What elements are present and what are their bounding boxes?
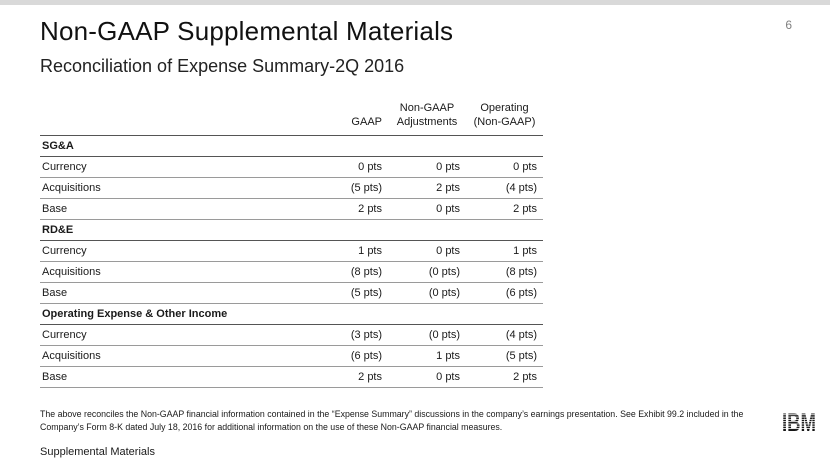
- section-label: Operating Expense & Other Income: [40, 303, 543, 325]
- table-row: Currency (3 pts) (0 pts) (4 pts): [40, 324, 543, 346]
- cell-gaap: 0 pts: [292, 156, 388, 178]
- row-label: Acquisitions: [40, 345, 292, 367]
- row-label: Currency: [40, 324, 292, 346]
- cell-gaap: (5 pts): [292, 177, 388, 199]
- table-row: Currency 0 pts 0 pts 0 pts: [40, 156, 543, 178]
- table-row: Acquisitions (5 pts) 2 pts (4 pts): [40, 177, 543, 199]
- table-row: Base 2 pts 0 pts 2 pts: [40, 198, 543, 220]
- cell-adjustments: 0 pts: [388, 366, 466, 388]
- cell-gaap: 1 pts: [292, 240, 388, 262]
- row-label: Base: [40, 366, 292, 388]
- svg-text:IBM: IBM: [782, 409, 816, 436]
- page-number: 6: [785, 18, 792, 32]
- top-strip: [0, 0, 830, 5]
- cell-adjustments: 0 pts: [388, 198, 466, 220]
- cell-operating: (6 pts): [466, 282, 543, 304]
- footer-label: Supplemental Materials: [40, 446, 155, 458]
- table-row: Base (5 pts) (0 pts) (6 pts): [40, 282, 543, 304]
- col-header-gaap: GAAP: [292, 100, 388, 136]
- col-header-operating-nongaap: Operating (Non-GAAP): [466, 100, 543, 136]
- section-label: RD&E: [40, 219, 543, 241]
- cell-operating: 1 pts: [466, 240, 543, 262]
- cell-gaap: (5 pts): [292, 282, 388, 304]
- cell-gaap: (6 pts): [292, 345, 388, 367]
- empty-header: [40, 100, 292, 136]
- cell-operating: 0 pts: [466, 156, 543, 178]
- reconciliation-table: GAAP Non-GAAP Adjustments Operating (Non…: [40, 100, 543, 388]
- cell-operating: 2 pts: [466, 198, 543, 220]
- footnote-text: The above reconciles the Non-GAAP financ…: [40, 409, 744, 432]
- table-row: Acquisitions (6 pts) 1 pts (5 pts): [40, 345, 543, 367]
- table-row: Currency 1 pts 0 pts 1 pts: [40, 240, 543, 262]
- cell-operating: (4 pts): [466, 177, 543, 199]
- row-label: Base: [40, 282, 292, 304]
- table-row: Acquisitions (8 pts) (0 pts) (8 pts): [40, 261, 543, 283]
- cell-gaap: (8 pts): [292, 261, 388, 283]
- cell-adjustments: (0 pts): [388, 282, 466, 304]
- page-subtitle: Reconciliation of Expense Summary-2Q 201…: [40, 56, 405, 76]
- cell-gaap: (3 pts): [292, 324, 388, 346]
- cell-operating: (8 pts): [466, 261, 543, 283]
- row-label: Currency: [40, 156, 292, 178]
- section-row-rde: RD&E: [40, 219, 543, 241]
- page-title: Non-GAAP Supplemental Materials: [40, 16, 454, 46]
- table-header-row: GAAP Non-GAAP Adjustments Operating (Non…: [40, 100, 543, 136]
- table-row: Base 2 pts 0 pts 2 pts: [40, 366, 543, 388]
- row-label: Base: [40, 198, 292, 220]
- cell-adjustments: (0 pts): [388, 261, 466, 283]
- row-label: Acquisitions: [40, 261, 292, 283]
- ibm-logo-icon: IBM: [782, 408, 816, 437]
- section-row-sga: SG&A: [40, 135, 543, 157]
- col-header-nongaap-adjustments: Non-GAAP Adjustments: [388, 100, 466, 136]
- expense-table: GAAP Non-GAAP Adjustments Operating (Non…: [40, 100, 543, 388]
- cell-adjustments: (0 pts): [388, 324, 466, 346]
- cell-operating: 2 pts: [466, 366, 543, 388]
- section-row-opex: Operating Expense & Other Income: [40, 303, 543, 325]
- cell-operating: (4 pts): [466, 324, 543, 346]
- cell-operating: (5 pts): [466, 345, 543, 367]
- row-label: Currency: [40, 240, 292, 262]
- row-label: Acquisitions: [40, 177, 292, 199]
- cell-gaap: 2 pts: [292, 366, 388, 388]
- cell-gaap: 2 pts: [292, 198, 388, 220]
- section-label: SG&A: [40, 135, 543, 157]
- cell-adjustments: 0 pts: [388, 240, 466, 262]
- cell-adjustments: 1 pts: [388, 345, 466, 367]
- cell-adjustments: 0 pts: [388, 156, 466, 178]
- cell-adjustments: 2 pts: [388, 177, 466, 199]
